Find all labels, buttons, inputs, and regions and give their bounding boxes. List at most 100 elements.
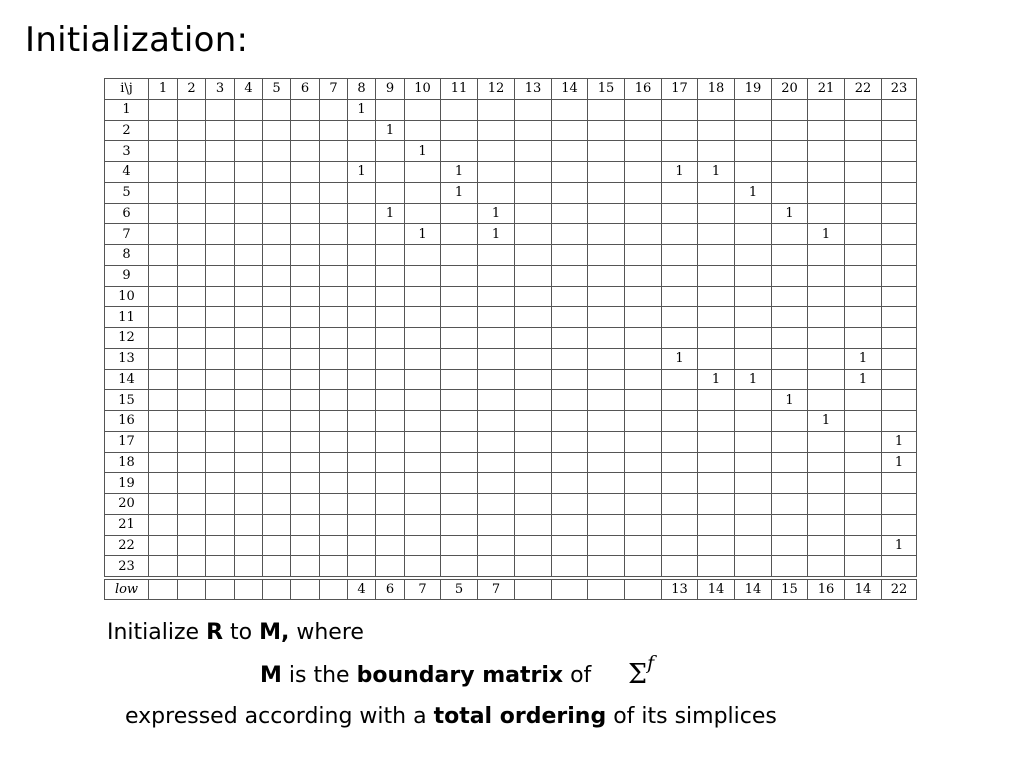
matrix-cell <box>807 181 845 204</box>
matrix-cell <box>262 347 291 370</box>
matrix-cell <box>881 264 917 287</box>
matrix-cell <box>177 555 206 577</box>
column-header-20: 20 <box>771 78 808 100</box>
matrix-cell <box>375 244 405 266</box>
matrix-cell <box>551 430 588 453</box>
matrix-cell <box>347 368 376 391</box>
matrix-entry: 1 <box>771 389 808 411</box>
matrix-cell <box>404 244 441 266</box>
matrix-cell <box>440 430 478 453</box>
matrix-cell <box>734 285 772 308</box>
matrix-cell <box>262 223 291 245</box>
matrix-cell <box>514 306 552 328</box>
matrix-cell <box>551 285 588 308</box>
matrix-cell <box>440 306 478 328</box>
matrix-cell <box>697 347 735 370</box>
matrix-cell <box>148 513 178 536</box>
matrix-cell <box>771 493 808 515</box>
matrix-cell <box>148 202 178 225</box>
slide-title: Initialization: <box>25 20 249 60</box>
matrix-cell <box>551 202 588 225</box>
matrix-cell <box>205 534 235 557</box>
column-header-4: 4 <box>234 78 263 100</box>
matrix-cell <box>262 202 291 225</box>
matrix-cell <box>319 347 348 370</box>
matrix-cell <box>844 430 882 453</box>
matrix-cell <box>440 140 478 162</box>
matrix-cell <box>205 513 235 536</box>
matrix-cell <box>587 202 625 225</box>
column-header-6: 6 <box>290 78 320 100</box>
matrix-row: 20 <box>104 493 917 515</box>
matrix-cell <box>375 430 405 453</box>
row-header-19: 19 <box>104 472 149 494</box>
matrix-cell <box>624 285 662 308</box>
matrix-cell <box>624 513 662 536</box>
matrix-cell <box>148 555 178 577</box>
matrix-cell <box>697 451 735 474</box>
matrix-cell <box>205 285 235 308</box>
matrix-cell <box>262 244 291 266</box>
matrix-cell <box>177 140 206 162</box>
matrix-cell <box>551 472 588 494</box>
matrix-cell <box>734 98 772 121</box>
matrix-cell <box>587 327 625 349</box>
matrix-cell <box>734 410 772 432</box>
column-header-13: 13 <box>514 78 552 100</box>
matrix-cell <box>375 285 405 308</box>
matrix-cell <box>177 264 206 287</box>
matrix-cell <box>234 140 263 162</box>
matrix-cell <box>587 244 625 266</box>
matrix-cell <box>551 347 588 370</box>
matrix-cell <box>661 410 698 432</box>
matrix-cell <box>290 410 320 432</box>
matrix-cell <box>319 161 348 183</box>
matrix-cell <box>440 493 478 515</box>
matrix-row: 18 1 <box>104 451 917 474</box>
matrix-cell <box>319 181 348 204</box>
matrix-cell <box>319 513 348 536</box>
matrix-cell <box>624 98 662 121</box>
matrix-cell <box>234 244 263 266</box>
matrix-cell <box>807 119 845 142</box>
matrix-cell <box>234 451 263 474</box>
matrix-cell <box>290 140 320 162</box>
matrix-cell <box>587 555 625 577</box>
matrix-cell <box>404 368 441 391</box>
matrix-cell <box>771 555 808 577</box>
matrix-cell <box>205 327 235 349</box>
matrix-cell <box>477 513 515 536</box>
matrix-cell <box>587 513 625 536</box>
caption-text-segment: is the <box>281 663 357 688</box>
matrix-cell <box>440 472 478 494</box>
matrix-cell <box>697 410 735 432</box>
caption-text-segment: of <box>563 663 592 688</box>
matrix-cell <box>290 119 320 142</box>
row-header-11: 11 <box>104 306 149 328</box>
matrix-cell <box>624 451 662 474</box>
matrix-entry: 1 <box>440 161 478 183</box>
matrix-cell <box>844 119 882 142</box>
matrix-cell <box>734 513 772 536</box>
matrix-cell <box>844 410 882 432</box>
matrix-cell <box>661 451 698 474</box>
matrix-cell <box>661 493 698 515</box>
caption-bold-segment: R <box>206 620 224 645</box>
matrix-cell <box>624 347 662 370</box>
matrix-cell <box>807 430 845 453</box>
matrix-cell <box>177 493 206 515</box>
row-header-10: 10 <box>104 285 149 308</box>
matrix-cell <box>347 202 376 225</box>
matrix-cell <box>375 161 405 183</box>
matrix-cell <box>551 140 588 162</box>
matrix-cell <box>587 534 625 557</box>
matrix-cell <box>587 430 625 453</box>
matrix-cell <box>177 202 206 225</box>
matrix-cell <box>440 285 478 308</box>
caption-bold-segment: total ordering <box>433 704 607 729</box>
matrix-cell <box>477 306 515 328</box>
matrix-cell <box>404 430 441 453</box>
matrix-cell <box>697 223 735 245</box>
matrix-cell <box>881 472 917 494</box>
